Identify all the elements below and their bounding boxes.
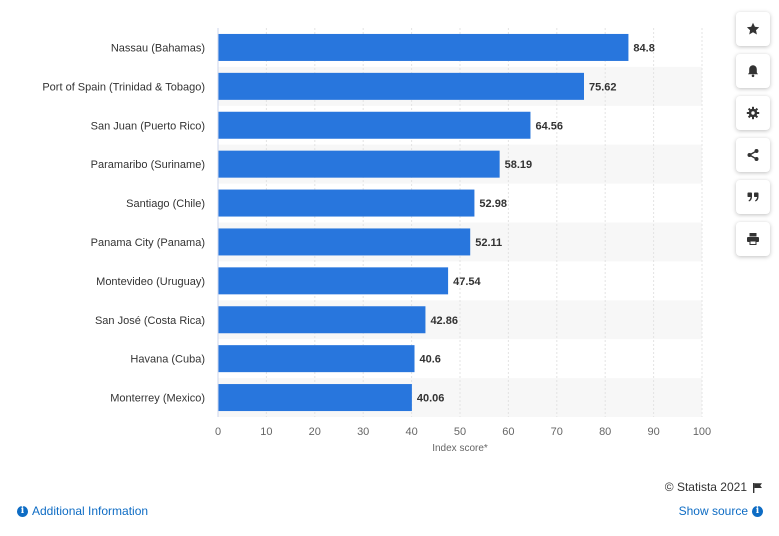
data-label: 40.06	[417, 393, 445, 405]
notification-button[interactable]	[736, 54, 770, 88]
gear-icon	[746, 106, 760, 120]
data-label: 84.8	[633, 42, 654, 54]
info-icon: i	[17, 505, 28, 517]
share-button[interactable]	[736, 138, 770, 172]
show-source-label: Show source	[678, 504, 748, 518]
bar	[218, 189, 475, 217]
x-tick-label: 50	[454, 426, 466, 438]
show-source-link[interactable]: Show source i	[679, 504, 763, 518]
category-label: Port of Spain (Trinidad & Tobago)	[42, 81, 205, 93]
bar	[218, 228, 471, 256]
share-icon	[747, 149, 759, 161]
additional-information-link[interactable]: i Additional Information	[17, 504, 148, 518]
data-label: 52.11	[475, 237, 502, 249]
data-label: 47.54	[453, 276, 481, 288]
print-button[interactable]	[736, 222, 770, 256]
x-tick-label: 30	[357, 426, 369, 438]
bar-chart: Nassau (Bahamas) 84.8 Port of Spain (Trini…	[42, 28, 711, 454]
data-label: 75.62	[589, 81, 617, 93]
category-label: Paramaribo (Suriname)	[91, 159, 205, 171]
bar	[218, 111, 531, 139]
x-tick-label: 60	[502, 426, 514, 438]
bar	[218, 384, 412, 412]
data-label: 40.6	[420, 354, 441, 366]
bar	[218, 150, 500, 178]
sidebar-toolbar	[736, 12, 770, 264]
bar	[218, 345, 415, 373]
additional-information-label: Additional Information	[32, 504, 149, 518]
x-tick-label: 100	[693, 426, 711, 438]
x-tick-label: 0	[215, 426, 221, 438]
category-label: Montevideo (Uruguay)	[96, 276, 205, 288]
x-tick-label: 90	[647, 426, 659, 438]
credits-text: © Statista 2021	[664, 480, 747, 494]
cite-button[interactable]	[736, 180, 770, 214]
credits[interactable]: © Statista 2021	[665, 480, 763, 494]
bell-icon	[748, 65, 758, 78]
settings-button[interactable]	[736, 96, 770, 130]
data-label: 58.19	[505, 159, 533, 171]
x-axis-title: Index score*	[432, 443, 488, 454]
x-tick-label: 10	[260, 426, 272, 438]
print-icon	[747, 233, 759, 245]
bar	[218, 267, 449, 295]
info-icon: i	[752, 505, 763, 517]
category-label: San Juan (Puerto Rico)	[91, 120, 205, 132]
quote-icon	[747, 192, 759, 202]
category-label: San José (Costa Rica)	[95, 315, 205, 327]
category-label: Havana (Cuba)	[130, 354, 205, 366]
favorite-button[interactable]	[736, 12, 770, 46]
flag-icon	[753, 482, 762, 493]
data-label: 64.56	[535, 120, 563, 132]
x-tick-label: 70	[551, 426, 563, 438]
category-label: Monterrey (Mexico)	[110, 393, 205, 405]
data-label: 42.86	[430, 315, 458, 327]
category-label: Nassau (Bahamas)	[111, 42, 205, 54]
category-label: Panama City (Panama)	[91, 237, 205, 249]
star-icon	[746, 22, 760, 35]
data-label: 52.98	[479, 198, 507, 210]
x-tick-label: 20	[309, 426, 321, 438]
x-tick-label: 80	[599, 426, 611, 438]
x-tick-label: 40	[405, 426, 417, 438]
bar	[218, 33, 629, 61]
bar	[218, 72, 585, 100]
bar	[218, 306, 426, 334]
category-label: Santiago (Chile)	[126, 198, 205, 210]
